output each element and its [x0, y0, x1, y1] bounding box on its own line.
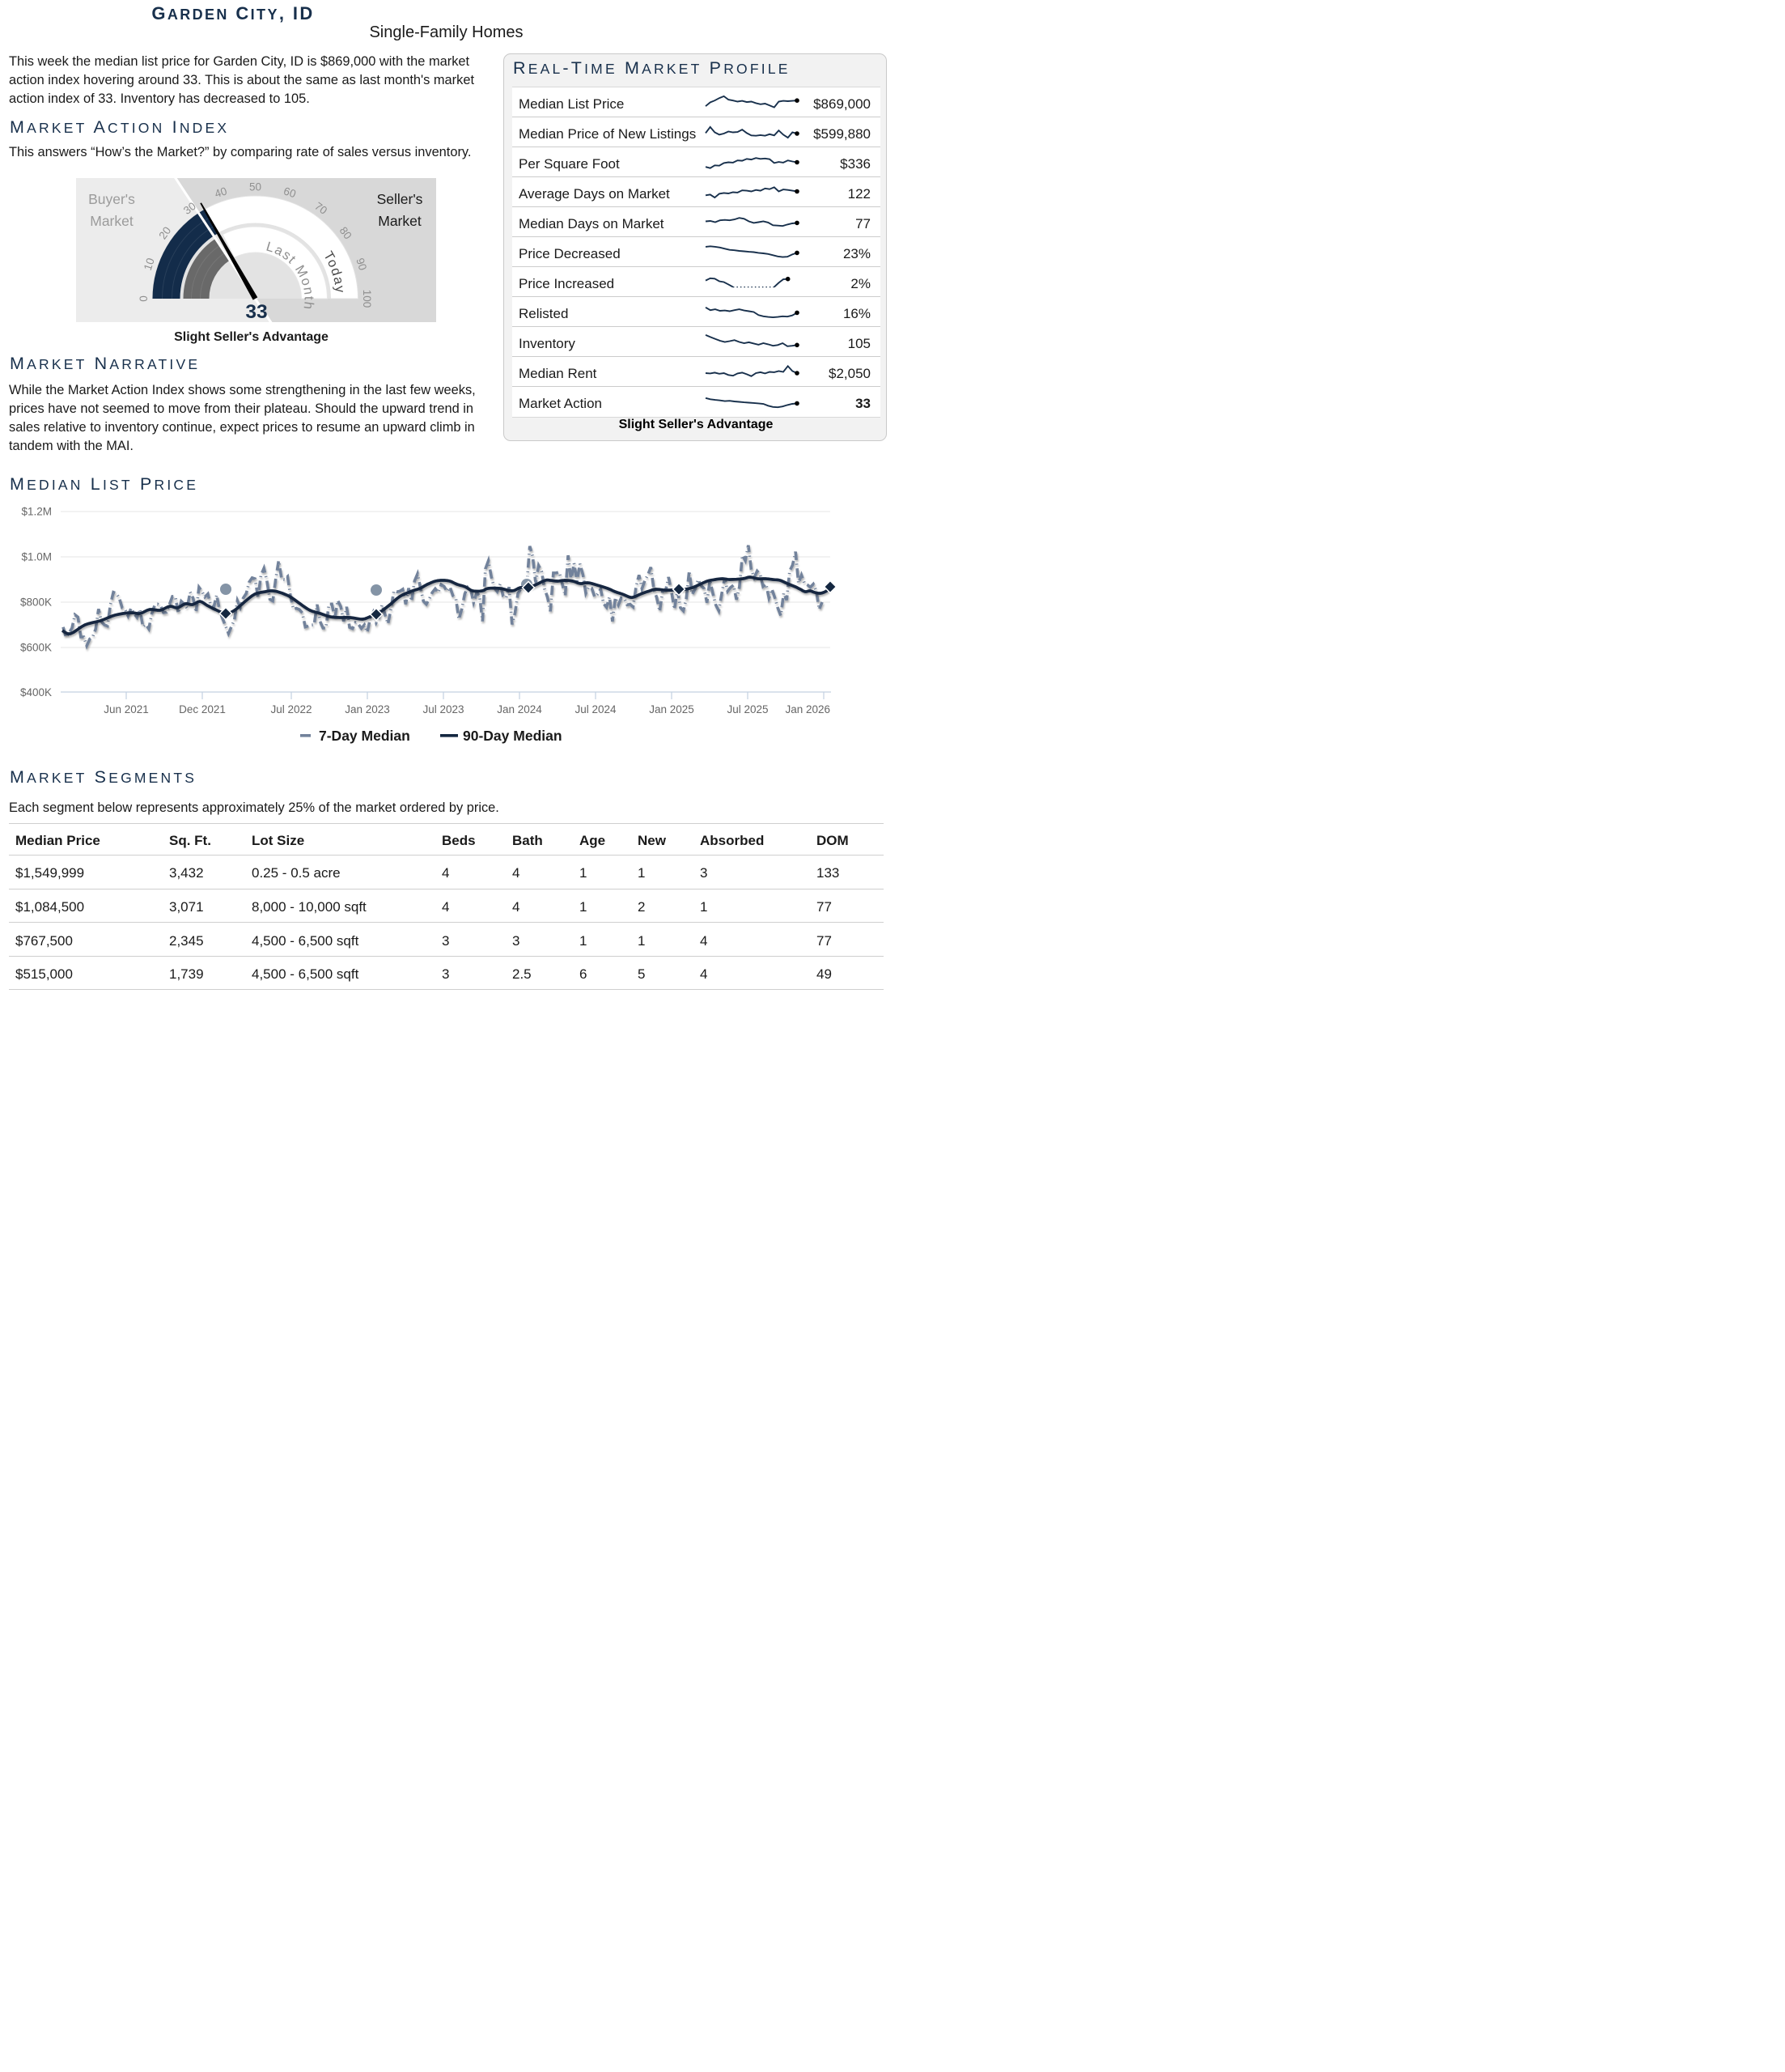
svg-text:$1.0M: $1.0M — [21, 551, 52, 563]
svg-text:40: 40 — [213, 185, 228, 200]
svg-text:80: 80 — [337, 224, 354, 241]
svg-text:60: 60 — [282, 185, 298, 200]
svg-text:Jul 2023: Jul 2023 — [422, 703, 464, 715]
svg-text:$600K: $600K — [20, 642, 52, 654]
svg-text:10: 10 — [142, 257, 157, 272]
svg-text:70: 70 — [312, 200, 329, 217]
svg-text:$800K: $800K — [20, 597, 52, 609]
svg-text:50: 50 — [249, 181, 261, 193]
svg-text:Jun 2021: Jun 2021 — [104, 703, 149, 715]
svg-text:100: 100 — [361, 290, 373, 308]
svg-text:Jul 2025: Jul 2025 — [727, 703, 768, 715]
svg-text:Jan 2026: Jan 2026 — [785, 703, 830, 715]
svg-text:$400K: $400K — [20, 686, 52, 698]
svg-text:Jul 2024: Jul 2024 — [575, 703, 617, 715]
svg-text:Jul 2022: Jul 2022 — [270, 703, 312, 715]
svg-text:Jan 2023: Jan 2023 — [345, 703, 390, 715]
svg-text:30: 30 — [181, 200, 198, 217]
svg-text:Jan 2025: Jan 2025 — [649, 703, 694, 715]
svg-text:0: 0 — [138, 295, 150, 302]
svg-text:$1.2M: $1.2M — [21, 506, 52, 518]
svg-text:7-Day Median: 7-Day Median — [319, 728, 410, 744]
svg-text:20: 20 — [156, 224, 173, 241]
svg-text:90: 90 — [354, 257, 369, 272]
svg-text:Dec 2021: Dec 2021 — [179, 703, 226, 715]
svg-text:Jan 2024: Jan 2024 — [497, 703, 542, 715]
svg-text:90-Day Median: 90-Day Median — [463, 728, 562, 744]
